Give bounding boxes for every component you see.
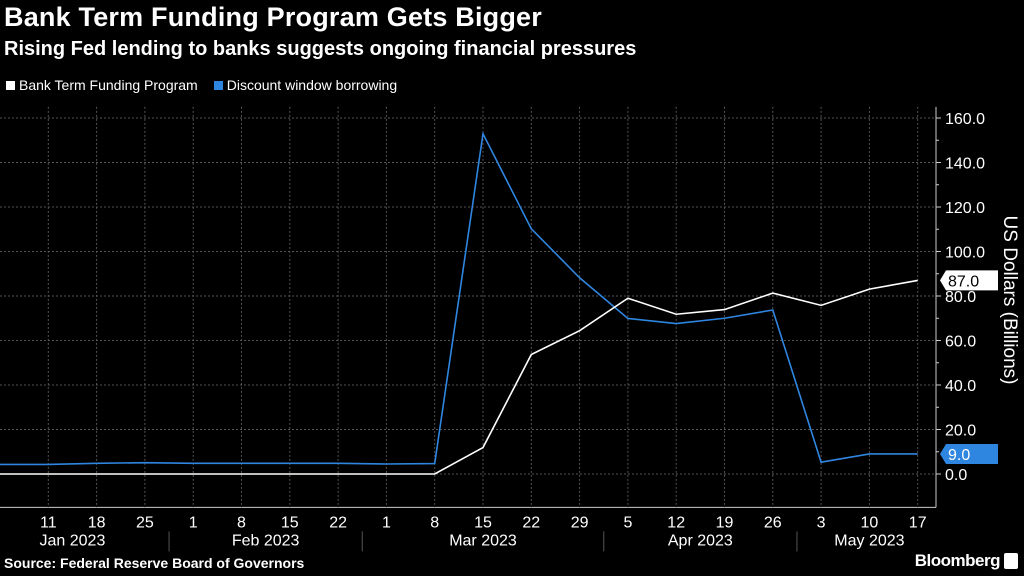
y-tick-label: 40.0 xyxy=(945,378,976,395)
x-tick-label: 1 xyxy=(189,514,198,531)
last-value-badge xyxy=(940,270,998,291)
x-tick-label: 8 xyxy=(430,514,439,531)
x-tick-label: 18 xyxy=(88,514,106,531)
x-tick-label: 8 xyxy=(237,514,246,531)
month-label: Mar 2023 xyxy=(449,532,517,549)
brand-logo: Bloomberg xyxy=(914,551,1001,570)
y-tick-label: 120.0 xyxy=(945,200,985,217)
y-tick-label: 60.0 xyxy=(945,334,976,351)
x-tick-label: 22 xyxy=(329,514,347,531)
x-tick-label: 15 xyxy=(281,514,299,531)
bloomberg-icon xyxy=(1004,553,1018,569)
x-tick-label: 29 xyxy=(571,514,589,531)
series-line-discount-window-borrowing xyxy=(0,131,918,466)
x-tick-label: 26 xyxy=(764,514,782,531)
chart-subtitle: Rising Fed lending to banks suggests ong… xyxy=(4,38,637,60)
series-line-bank-term-funding-program xyxy=(0,279,918,475)
source-note: Source: Federal Reserve Board of Governo… xyxy=(4,555,305,571)
last-value-badge xyxy=(940,443,998,464)
x-tick-label: 3 xyxy=(817,514,826,531)
x-tick-label: 19 xyxy=(716,514,734,531)
chart-title: Bank Term Funding Program Gets Bigger xyxy=(4,2,542,32)
y-tick-label: 160.0 xyxy=(945,111,985,128)
y-axis-label: US Dollars (Billions) xyxy=(999,216,1020,385)
x-tick-label: 22 xyxy=(522,514,540,531)
x-tick-label: 12 xyxy=(667,514,685,531)
y-tick-label: 140.0 xyxy=(945,156,985,173)
month-label: Apr 2023 xyxy=(668,532,733,549)
y-tick-label: 100.0 xyxy=(945,245,985,262)
legend-item-btfp: Bank Term Funding Program xyxy=(6,77,198,93)
x-tick-label: 10 xyxy=(861,514,879,531)
y-tick-label: 80.0 xyxy=(945,289,976,306)
x-tick-label: 17 xyxy=(909,514,927,531)
x-tick-label: 25 xyxy=(136,514,154,531)
legend-label: Bank Term Funding Program xyxy=(19,77,198,93)
last-value-label: 87.0 xyxy=(948,273,979,290)
y-tick-label: 0.0 xyxy=(945,467,967,484)
month-label: Feb 2023 xyxy=(232,532,300,549)
legend-swatch-icon xyxy=(213,80,223,90)
y-tick-label: 20.0 xyxy=(945,423,976,440)
legend-label: Discount window borrowing xyxy=(226,77,398,93)
legend: Bank Term Funding Program Discount windo… xyxy=(6,77,397,93)
month-label: Jan 2023 xyxy=(40,532,106,549)
month-label: May 2023 xyxy=(834,532,904,549)
x-tick-label: 15 xyxy=(474,514,492,531)
legend-item-discount: Discount window borrowing xyxy=(213,77,398,93)
last-value-label: 9.0 xyxy=(948,447,970,464)
legend-swatch-icon xyxy=(6,80,15,90)
x-tick-label: 11 xyxy=(40,514,57,531)
x-tick-label: 1 xyxy=(382,514,391,531)
x-tick-label: 5 xyxy=(623,514,632,531)
